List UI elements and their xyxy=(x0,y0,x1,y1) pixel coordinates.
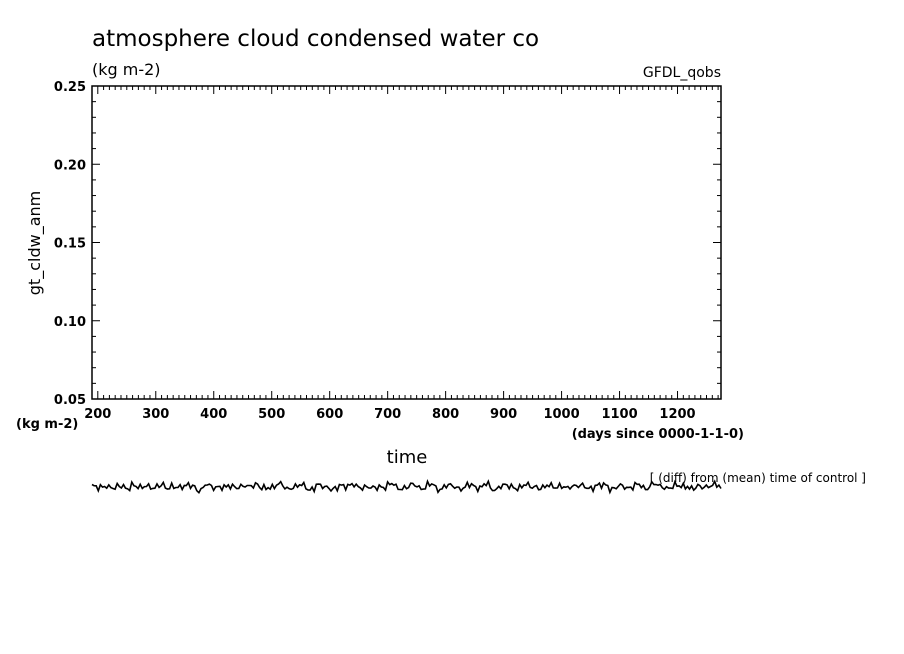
y-tick-label: 0.10 xyxy=(54,315,86,330)
x-axis-label: time xyxy=(387,447,428,468)
x-tick-label: 800 xyxy=(432,407,459,422)
y-unit-label: (kg m-2) xyxy=(16,417,78,432)
x-tick-label: 1000 xyxy=(543,407,579,422)
y-axis: 0.05 0.10 0.15 0.20 0.25 xyxy=(54,80,721,408)
diff-note: [ (diff) from (mean) time of control ] xyxy=(650,471,866,485)
plot-frame xyxy=(91,85,722,400)
x-tick-label: 200 xyxy=(84,407,111,422)
y-tick-label: 0.20 xyxy=(54,158,86,173)
y-tick-label: 0.15 xyxy=(54,237,86,252)
x-tick-label: 600 xyxy=(316,407,343,422)
y-tick-label: 0.25 xyxy=(54,80,86,95)
y-axis-label: gt_cldw_anm xyxy=(25,191,45,295)
unit-label: (kg m-2) xyxy=(92,60,161,79)
y-tick-label: 0.05 xyxy=(54,393,86,408)
x-tick-label: 1200 xyxy=(659,407,695,422)
diff-series-line xyxy=(91,478,722,495)
x-tick-label: 300 xyxy=(142,407,169,422)
x-tick-label: 1100 xyxy=(601,407,637,422)
x-tick-label: 900 xyxy=(490,407,517,422)
x-axis: 200 300 400 500 600 700 800 900 1000 1100 1200 xyxy=(84,86,719,422)
x-tick-label: 500 xyxy=(258,407,285,422)
x-tick-label: 400 xyxy=(200,407,227,422)
x-unit-label: (days since 0000-1-1-0) xyxy=(572,427,744,442)
x-tick-label: 700 xyxy=(374,407,401,422)
chart-title: atmosphere cloud condensed water co xyxy=(92,26,539,52)
source-label: GFDL_qobs xyxy=(643,65,721,81)
